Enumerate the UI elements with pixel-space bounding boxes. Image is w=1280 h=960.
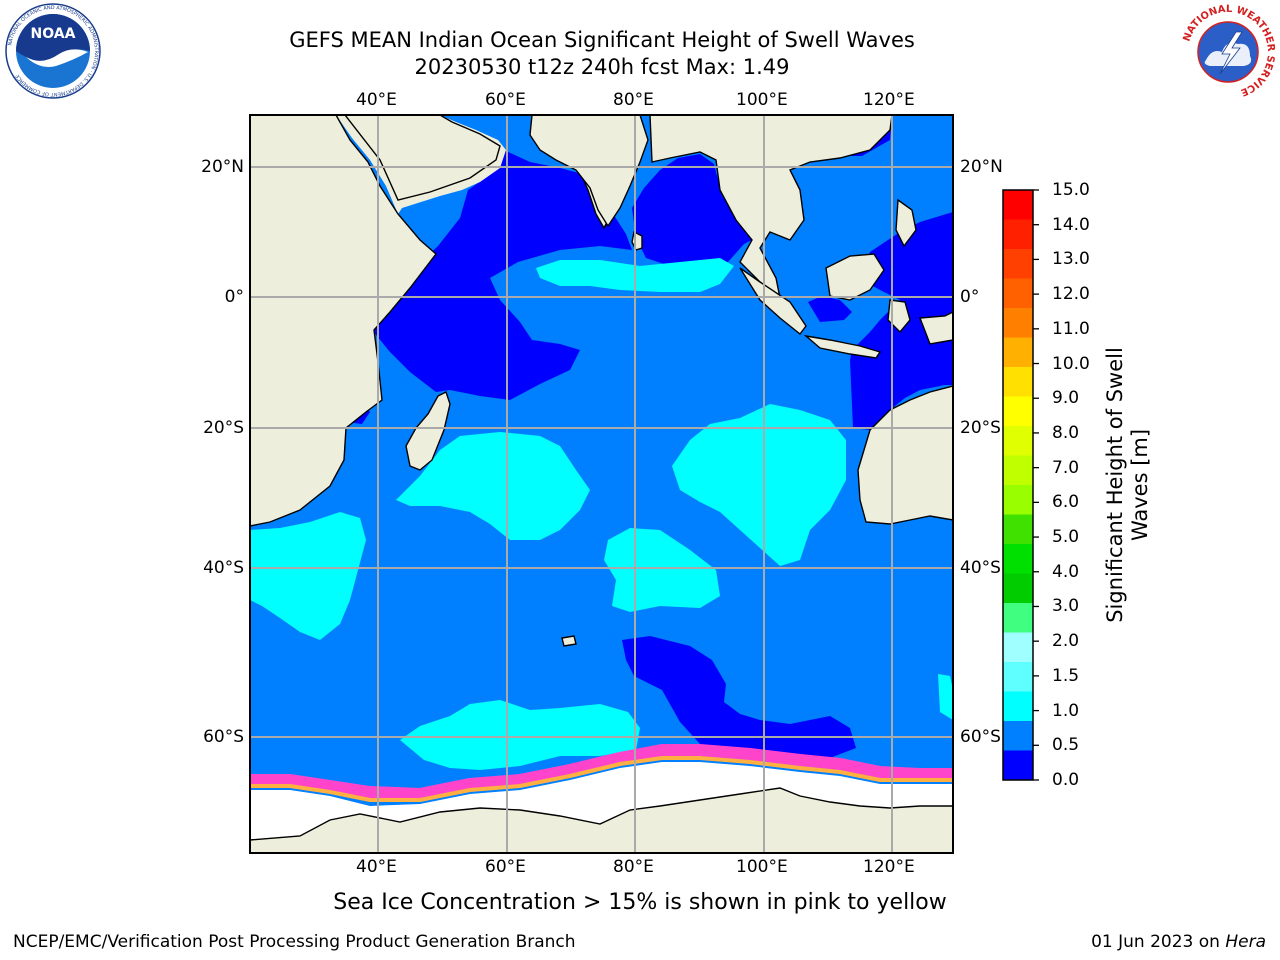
colorbar-label: 4.0: [1052, 561, 1080, 582]
lon-label-top: 80°E: [613, 90, 654, 110]
nws-logo: NATIONAL WEATHER SERVICE: [1181, 4, 1276, 99]
colorbar-label: 15.0: [1052, 180, 1090, 200]
colorbar-swatch: [1003, 662, 1033, 692]
sea-ice-edge: [250, 744, 953, 801]
colorbar-label: 9.0: [1052, 388, 1080, 409]
colorbar-label: 13.0: [1052, 249, 1090, 270]
map-frame: [249, 114, 954, 854]
colorbar: [1002, 189, 1039, 781]
colorbar-label: 11.0: [1052, 318, 1090, 339]
colorbar-label: 5.0: [1052, 527, 1080, 548]
colorbar-swatch: [1003, 337, 1033, 368]
lon-label-bottom: 100°E: [736, 857, 788, 877]
colorbar-label: 6.0: [1052, 492, 1080, 513]
lat-label-right: 0°: [960, 287, 980, 307]
lon-label-top: 100°E: [736, 90, 788, 110]
colorbar-swatch: [1003, 278, 1033, 309]
colorbar-swatch: [1003, 219, 1033, 250]
colorbar-swatch: [1003, 632, 1033, 663]
lon-label-top: 60°E: [485, 90, 526, 110]
colorbar-frame: [1002, 189, 1034, 781]
footer-date: 01 Jun 2023 on Hera: [1091, 932, 1266, 952]
footer-credit: NCEP/EMC/Verification Post Processing Pr…: [13, 932, 576, 952]
colorbar-swatch: [1003, 691, 1033, 722]
lat-label-left: 20°N: [201, 157, 244, 177]
colorbar-swatch: [1003, 308, 1033, 338]
lat-label-left: 60°S: [203, 727, 244, 747]
colorbar-label: 10.0: [1052, 353, 1090, 374]
colorbar-label: 3.0: [1052, 596, 1080, 617]
sea-ice-caption: Sea Ice Concentration > 15% is shown in …: [333, 890, 947, 915]
colorbar-label: 12.0: [1052, 284, 1090, 305]
colorbar-label: 1.0: [1052, 700, 1080, 721]
gridlines: [250, 115, 953, 853]
colorbar-swatch: [1003, 721, 1033, 751]
colorbar-swatch: [1003, 367, 1033, 397]
colorbar-swatch: [1003, 396, 1033, 427]
colorbar-label: 1.5: [1052, 665, 1080, 686]
lon-label-top: 40°E: [356, 90, 397, 110]
colorbar-swatch: [1003, 190, 1033, 220]
lon-label-bottom: 40°E: [356, 857, 397, 877]
colorbar-swatch: [1003, 455, 1033, 486]
colorbar-swatch: [1003, 750, 1033, 781]
lat-label-right: 60°S: [960, 727, 1001, 747]
lat-label-left: 20°S: [203, 418, 244, 438]
lat-label-right: 20°N: [960, 157, 1003, 177]
colorbar-swatch: [1003, 426, 1033, 456]
colorbar-swatch: [1003, 603, 1033, 633]
chart-title: GEFS MEAN Indian Ocean Significant Heigh…: [289, 28, 915, 52]
colorbar-swatch: [1003, 544, 1033, 574]
lat-label-left: 40°S: [203, 558, 244, 578]
colorbar-label: 7.0: [1052, 457, 1080, 478]
noaa-logo-text: NOAA: [31, 26, 76, 42]
chart-subtitle: 20230530 t12z 240h fcst Max: 1.49: [414, 55, 790, 79]
lat-label-left: 0°: [224, 287, 244, 307]
colorbar-label: 0.0: [1052, 770, 1080, 790]
footer-host: Hera: [1225, 932, 1266, 952]
lon-label-bottom: 80°E: [613, 857, 654, 877]
colorbar-label: 14.0: [1052, 214, 1090, 235]
colorbar-label: 0.5: [1052, 735, 1080, 756]
colorbar-swatch: [1003, 573, 1033, 604]
lon-label-bottom: 120°E: [863, 857, 915, 877]
footer-date-text: 01 Jun 2023 on: [1091, 932, 1226, 952]
colorbar-swatch: [1003, 485, 1033, 515]
high-swell-regions: [250, 258, 953, 770]
colorbar-swatch: [1003, 249, 1033, 279]
lon-label-bottom: 60°E: [485, 857, 526, 877]
colorbar-label: 2.0: [1052, 631, 1080, 652]
colorbar-label: 8.0: [1052, 422, 1080, 443]
lat-label-right: 40°S: [960, 558, 1001, 578]
colorbar-title-line1: Significant Height of Swell: [1103, 347, 1127, 623]
land-masses: [250, 115, 953, 853]
colorbar-title-line2: Waves [m]: [1128, 428, 1152, 542]
lat-label-right: 20°S: [960, 418, 1001, 438]
lon-label-top: 120°E: [863, 90, 915, 110]
noaa-logo: NOAA NATIONAL OCEANIC AND ATMOSPHERIC AD…: [5, 3, 101, 99]
colorbar-swatch: [1003, 514, 1033, 545]
